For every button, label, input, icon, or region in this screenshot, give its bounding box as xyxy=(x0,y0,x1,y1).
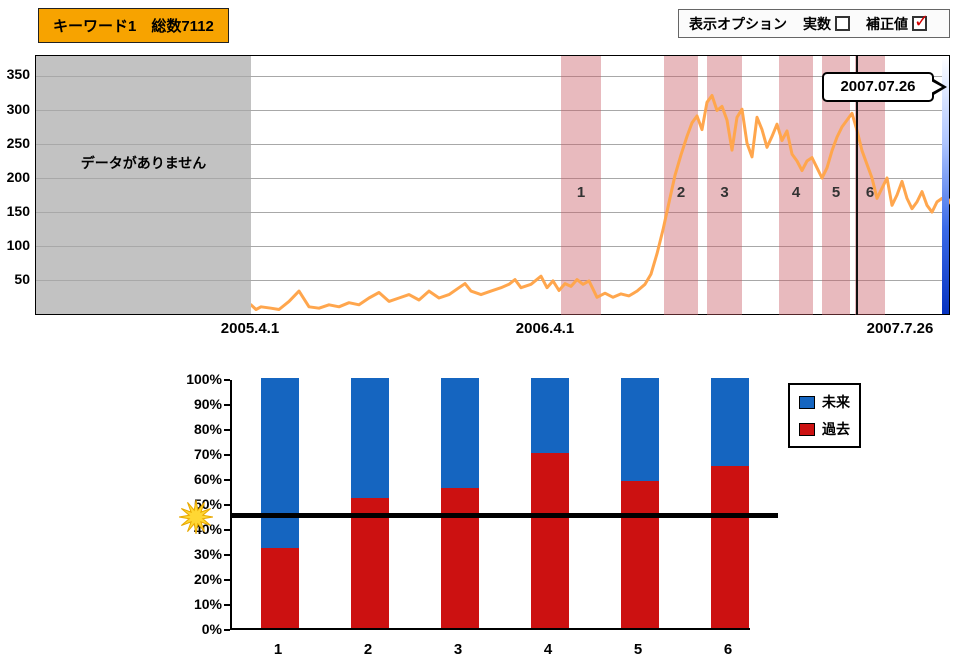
option-label: 実数 xyxy=(803,15,831,32)
pct-axis-label: 60% xyxy=(193,471,222,487)
legend-item: 未来 xyxy=(799,392,850,412)
pct-axis-label: 0% xyxy=(201,621,222,637)
pct-axis-label: 70% xyxy=(193,446,222,462)
y-axis-label: 150 xyxy=(6,202,30,219)
band-number: 3 xyxy=(720,184,729,201)
x-axis-label: 2006.4.1 xyxy=(515,320,575,337)
keyword-total-badge: キーワード1 総数7112 xyxy=(38,8,229,43)
option-label: 補正値 xyxy=(866,15,908,32)
trend-line xyxy=(251,94,950,311)
highlight-band-2[interactable]: 2 xyxy=(664,56,698,315)
band-number: 1 xyxy=(576,184,586,201)
display-options-title: 表示オプション xyxy=(689,15,787,32)
h-gridline xyxy=(36,246,949,248)
y-axis-label: 300 xyxy=(6,100,30,117)
legend-label: 過去 xyxy=(822,421,850,437)
h-gridline xyxy=(36,75,949,77)
pct-axis-label: 80% xyxy=(193,421,222,437)
pct-axis-label: 10% xyxy=(193,596,222,612)
bar-past-5 xyxy=(621,480,659,628)
option-item: 実数 xyxy=(803,14,850,34)
h-gridline xyxy=(36,144,949,146)
band-number: 6 xyxy=(865,184,875,201)
band-number: 5 xyxy=(831,184,841,201)
trend-chart: データがありません 1 2 3 4 5 6 xyxy=(35,55,950,315)
legend-swatch xyxy=(799,422,815,436)
legend-swatch xyxy=(799,395,815,409)
pct-axis-label: 30% xyxy=(193,546,222,562)
bar-x-label: 5 xyxy=(633,641,643,658)
ratio-bar-chart xyxy=(230,378,750,630)
bar-x-label: 1 xyxy=(273,641,283,658)
axis-tick xyxy=(224,504,230,506)
bar-future-5 xyxy=(621,378,659,481)
h-gridline xyxy=(36,110,949,112)
axis-tick xyxy=(224,604,230,606)
date-callout-text: 2007.07.26 xyxy=(840,78,916,95)
option-items: 実数 補正値 ✓ xyxy=(803,11,929,34)
axis-tick xyxy=(224,529,230,531)
y-axis-label: 100 xyxy=(6,236,30,253)
axis-tick xyxy=(224,379,230,381)
callout-tail-inner xyxy=(931,81,942,93)
bar-past-6 xyxy=(711,465,749,628)
starburst-icon xyxy=(179,500,213,534)
keyword-total-label: キーワード1 総数7112 xyxy=(53,18,214,35)
axis-tick xyxy=(224,554,230,556)
no-data-label: データがありません xyxy=(80,154,207,171)
date-cursor-line xyxy=(856,56,858,315)
future-edge-gradient xyxy=(942,56,949,314)
h-gridline xyxy=(36,178,949,180)
no-data-region: データがありません xyxy=(36,56,251,314)
h-gridline xyxy=(36,280,949,282)
pct-axis-label: 20% xyxy=(193,571,222,587)
bar-future-2 xyxy=(351,378,389,498)
axis-tick xyxy=(224,579,230,581)
option-item: 補正値 ✓ xyxy=(866,11,929,34)
pct-axis-label: 90% xyxy=(193,396,222,412)
axis-tick xyxy=(224,429,230,431)
bar-past-1 xyxy=(261,548,299,628)
checkbox-corrected[interactable]: ✓ xyxy=(912,11,929,31)
y-axis-label: 50 xyxy=(14,270,30,287)
band-number: 2 xyxy=(676,184,686,201)
legend-label: 未来 xyxy=(822,394,850,410)
threshold-line xyxy=(230,513,778,518)
bar-future-4 xyxy=(531,378,569,453)
highlight-band-1[interactable]: 1 xyxy=(561,56,601,315)
y-axis-label: 250 xyxy=(6,134,30,151)
bar-x-label: 6 xyxy=(723,641,733,658)
y-axis-label: 200 xyxy=(6,168,30,185)
bar-x-label: 4 xyxy=(543,641,553,658)
band-number: 4 xyxy=(791,184,801,201)
x-axis-label: 2007.7.26 xyxy=(866,320,934,337)
bar-future-1 xyxy=(261,378,299,548)
bar-future-3 xyxy=(441,378,479,488)
bar-x-label: 3 xyxy=(453,641,463,658)
bar-past-3 xyxy=(441,488,479,628)
axis-tick xyxy=(224,454,230,456)
pct-axis-label: 100% xyxy=(186,371,222,387)
axis-tick xyxy=(224,629,230,631)
bar-future-6 xyxy=(711,378,749,466)
legend-box: 未来 過去 xyxy=(788,383,861,448)
display-options-box: 表示オプション 実数 補正値 ✓ xyxy=(678,9,950,38)
date-callout: 2007.07.26 xyxy=(822,72,947,102)
checkbox-actual[interactable] xyxy=(835,16,850,31)
bar-x-label: 2 xyxy=(363,641,373,658)
legend-item: 過去 xyxy=(799,419,850,439)
y-axis-label: 350 xyxy=(6,66,30,83)
bar-past-4 xyxy=(531,453,569,628)
highlight-band-4[interactable]: 4 xyxy=(779,56,813,315)
checkmark-icon: ✓ xyxy=(914,11,930,31)
axis-tick xyxy=(224,404,230,406)
axis-tick xyxy=(224,479,230,481)
x-axis-label: 2005.4.1 xyxy=(220,320,280,337)
bar-past-2 xyxy=(351,498,389,628)
h-gridline xyxy=(36,212,949,214)
